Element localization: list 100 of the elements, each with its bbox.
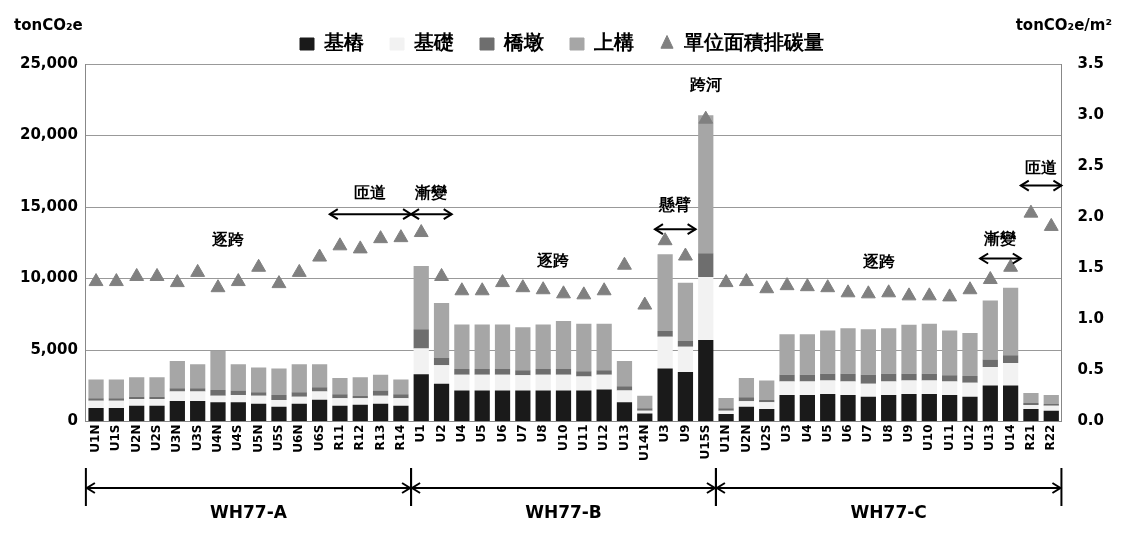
bar bbox=[779, 394, 795, 422]
legend-label: 上構 bbox=[593, 30, 634, 55]
bar bbox=[779, 381, 795, 395]
point bbox=[962, 281, 978, 295]
bar bbox=[860, 374, 876, 384]
point bbox=[678, 247, 693, 261]
bar bbox=[454, 374, 470, 391]
bar bbox=[901, 393, 917, 422]
bar bbox=[1023, 403, 1039, 406]
x-tick-label: U6 bbox=[494, 424, 509, 443]
bar bbox=[474, 324, 490, 369]
annotation: 逐跨 bbox=[536, 251, 571, 271]
bar bbox=[962, 396, 978, 422]
bar bbox=[840, 373, 856, 382]
bar bbox=[311, 364, 328, 388]
bar bbox=[149, 398, 165, 406]
bar bbox=[169, 400, 185, 422]
bar bbox=[881, 381, 897, 395]
bar bbox=[169, 391, 185, 401]
bar bbox=[820, 380, 836, 394]
x-tick-label: R21 bbox=[1023, 424, 1038, 451]
x-tick-label: U3N bbox=[169, 424, 184, 453]
x-tick-label: U1N bbox=[88, 424, 103, 453]
bar bbox=[1023, 405, 1039, 410]
bar bbox=[738, 401, 755, 407]
bar bbox=[901, 380, 917, 394]
bar bbox=[190, 388, 206, 392]
legend-label: 基樁 bbox=[323, 30, 364, 55]
bar bbox=[698, 253, 714, 278]
bar bbox=[1043, 405, 1059, 411]
bar bbox=[230, 402, 246, 422]
bar bbox=[372, 374, 389, 391]
point bbox=[759, 280, 775, 294]
bar bbox=[881, 328, 897, 374]
point bbox=[413, 224, 429, 238]
point bbox=[393, 229, 409, 243]
x-tick-label: U3S bbox=[189, 424, 204, 452]
bar bbox=[596, 374, 612, 390]
x-tick-label: U11 bbox=[941, 424, 956, 451]
bar bbox=[108, 398, 124, 401]
point bbox=[738, 273, 754, 287]
legend-label: 橋墩 bbox=[503, 30, 544, 55]
point bbox=[799, 278, 815, 292]
x-tick-label: R11 bbox=[332, 424, 347, 451]
bar bbox=[576, 376, 592, 391]
x-tick-label: U3 bbox=[657, 424, 672, 443]
point bbox=[556, 285, 571, 299]
point bbox=[373, 230, 389, 244]
bar bbox=[271, 368, 287, 395]
bar bbox=[657, 254, 673, 331]
x-tick-label: U14 bbox=[1002, 424, 1017, 451]
y2-tick-label: 0.5 bbox=[1077, 360, 1105, 379]
bar bbox=[352, 377, 368, 396]
annotation: 漸變 bbox=[983, 229, 1018, 249]
bar bbox=[352, 404, 368, 422]
bar bbox=[474, 390, 490, 422]
bar bbox=[982, 300, 998, 360]
bar bbox=[413, 348, 429, 375]
bar bbox=[494, 324, 511, 369]
bar bbox=[230, 390, 246, 395]
bar bbox=[352, 398, 368, 405]
bar bbox=[515, 370, 531, 376]
y2-tick-label: 3.5 bbox=[1077, 53, 1105, 72]
bar bbox=[1003, 287, 1019, 356]
bar bbox=[372, 395, 389, 404]
bar bbox=[616, 402, 633, 422]
bar bbox=[962, 376, 978, 383]
bar bbox=[799, 334, 815, 375]
bar bbox=[169, 388, 185, 392]
bar bbox=[616, 360, 633, 387]
x-tick-label: U11 bbox=[575, 424, 590, 451]
y-tick-label: 5,000 bbox=[30, 339, 78, 358]
bar bbox=[535, 390, 551, 422]
bar bbox=[657, 336, 673, 369]
x-tick-label: U13 bbox=[982, 424, 997, 451]
x-tick-label: U6N bbox=[291, 424, 306, 453]
point bbox=[291, 263, 307, 277]
x-tick-label: U4 bbox=[454, 424, 468, 443]
bar bbox=[210, 402, 226, 422]
bar bbox=[921, 323, 937, 374]
point bbox=[1043, 217, 1059, 231]
bar bbox=[251, 392, 267, 396]
x-tick-label: R14 bbox=[393, 424, 408, 451]
bar bbox=[535, 324, 551, 369]
bar bbox=[759, 409, 775, 422]
bar bbox=[190, 364, 206, 389]
bar bbox=[88, 398, 104, 401]
text: WH77-C bbox=[850, 502, 927, 523]
point bbox=[312, 248, 328, 262]
bar bbox=[738, 406, 755, 422]
point bbox=[617, 256, 632, 270]
x-tick-label: U12 bbox=[962, 424, 977, 451]
y2-tick-label: 2.5 bbox=[1077, 156, 1105, 175]
bar bbox=[677, 346, 694, 373]
x-tick-label: U1S bbox=[108, 424, 123, 452]
point bbox=[982, 271, 998, 285]
bar bbox=[1023, 392, 1039, 404]
bar bbox=[129, 405, 145, 422]
x-tick-label: R13 bbox=[372, 424, 387, 451]
bar bbox=[108, 400, 124, 409]
